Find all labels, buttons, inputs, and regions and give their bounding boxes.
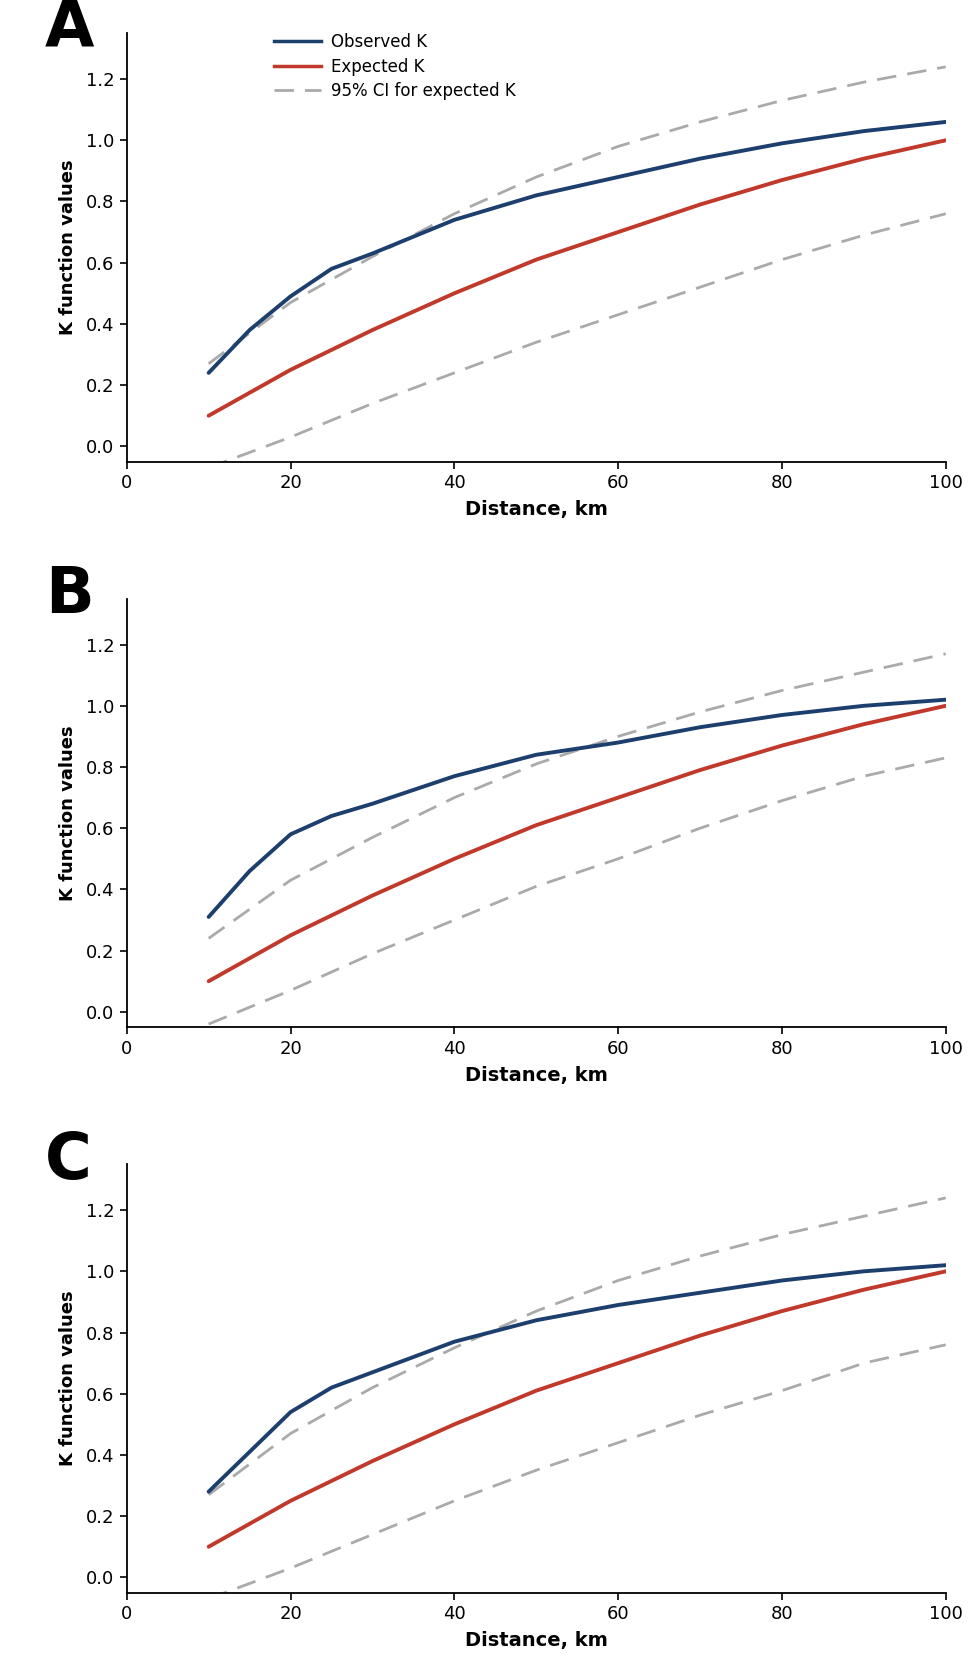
X-axis label: Distance, km: Distance, km — [465, 1631, 607, 1651]
Text: A: A — [45, 0, 95, 61]
Legend: Observed K, Expected K, 95% CI for expected K: Observed K, Expected K, 95% CI for expec… — [274, 33, 516, 100]
X-axis label: Distance, km: Distance, km — [465, 501, 607, 519]
Y-axis label: K function values: K function values — [59, 725, 77, 901]
Y-axis label: K function values: K function values — [59, 1291, 77, 1467]
X-axis label: Distance, km: Distance, km — [465, 1067, 607, 1085]
Text: B: B — [45, 564, 94, 627]
Y-axis label: K function values: K function values — [59, 159, 77, 335]
Text: C: C — [45, 1130, 92, 1191]
